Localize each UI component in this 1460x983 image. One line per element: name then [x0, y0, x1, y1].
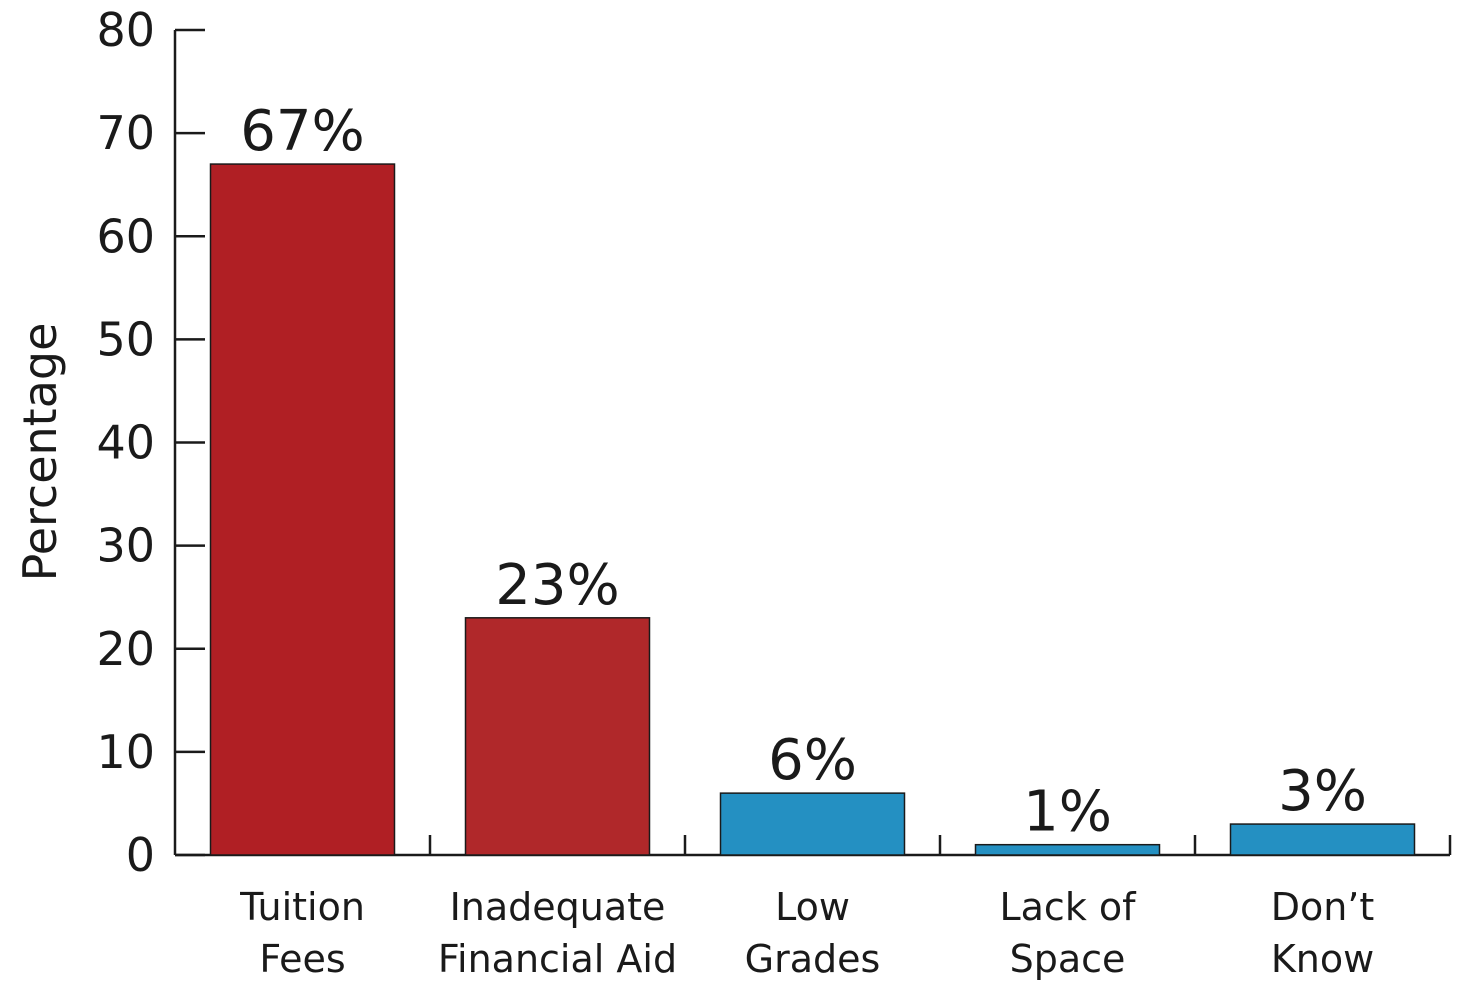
y-tick-label: 80 — [96, 3, 155, 57]
y-tick-label: 70 — [96, 106, 155, 160]
category-label: Financial Aid — [438, 937, 677, 981]
y-tick-label: 20 — [96, 622, 155, 676]
y-tick-label: 10 — [96, 725, 155, 779]
category-label: Know — [1271, 937, 1374, 981]
category-label: Inadequate — [450, 885, 666, 929]
category-label: Tuition — [239, 885, 365, 929]
category-labels: Tuition Fees Inadequate Financial Aid Low Gra… — [239, 885, 1374, 981]
data-labels: 67% 23% 6% 1% 3% — [240, 99, 1367, 845]
category-label: Low — [775, 885, 850, 929]
bar — [209, 163, 396, 856]
y-axis: 0 10 20 30 40 50 60 70 80 — [96, 3, 205, 882]
y-axis-title: Percentage — [13, 323, 67, 582]
bar-value-label: 1% — [1023, 780, 1112, 845]
bar-value-label: 6% — [768, 728, 857, 793]
category-label: Grades — [745, 937, 881, 981]
bar-value-label: 67% — [240, 99, 364, 164]
bar — [464, 617, 651, 856]
bars — [209, 163, 1416, 856]
y-tick-label: 30 — [96, 519, 155, 573]
bar — [1229, 823, 1416, 856]
y-tick-label: 50 — [96, 312, 155, 366]
y-tick-label: 40 — [96, 416, 155, 470]
bar — [719, 792, 906, 856]
category-label: Space — [1010, 937, 1126, 981]
category-label: Fees — [259, 937, 345, 981]
bar-value-label: 3% — [1278, 759, 1367, 824]
bar — [974, 843, 1161, 856]
bar-value-label: 23% — [495, 553, 619, 618]
y-tick-label: 0 — [126, 828, 155, 882]
y-tick-label: 60 — [96, 209, 155, 263]
category-label: Lack of — [999, 885, 1137, 929]
category-label: Don’t — [1271, 885, 1375, 929]
